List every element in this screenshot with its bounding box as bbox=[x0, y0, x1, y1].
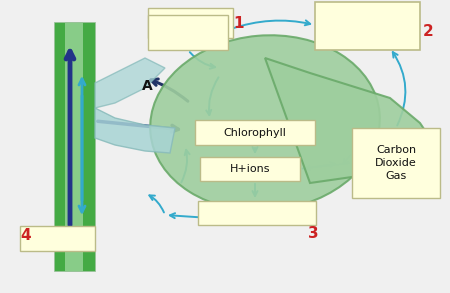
Text: 4: 4 bbox=[20, 227, 31, 243]
FancyBboxPatch shape bbox=[20, 226, 95, 251]
FancyBboxPatch shape bbox=[55, 23, 95, 271]
Polygon shape bbox=[95, 58, 165, 108]
Text: 2: 2 bbox=[423, 23, 434, 38]
Text: A: A bbox=[142, 79, 153, 93]
Polygon shape bbox=[265, 58, 430, 183]
Text: Carbon
Dioxide
Gas: Carbon Dioxide Gas bbox=[375, 145, 417, 181]
Text: 1: 1 bbox=[233, 16, 243, 30]
FancyBboxPatch shape bbox=[65, 23, 83, 271]
Polygon shape bbox=[95, 108, 175, 153]
Text: Chlorophyll: Chlorophyll bbox=[224, 128, 287, 138]
FancyBboxPatch shape bbox=[148, 8, 233, 38]
Text: 3: 3 bbox=[308, 226, 319, 241]
FancyBboxPatch shape bbox=[200, 157, 300, 181]
FancyBboxPatch shape bbox=[83, 23, 95, 271]
FancyBboxPatch shape bbox=[148, 15, 228, 50]
FancyBboxPatch shape bbox=[195, 120, 315, 145]
FancyBboxPatch shape bbox=[352, 128, 440, 198]
FancyBboxPatch shape bbox=[198, 201, 316, 225]
FancyBboxPatch shape bbox=[315, 2, 420, 50]
Text: H+ions: H+ions bbox=[230, 164, 270, 174]
Ellipse shape bbox=[150, 35, 380, 211]
FancyBboxPatch shape bbox=[55, 23, 65, 271]
